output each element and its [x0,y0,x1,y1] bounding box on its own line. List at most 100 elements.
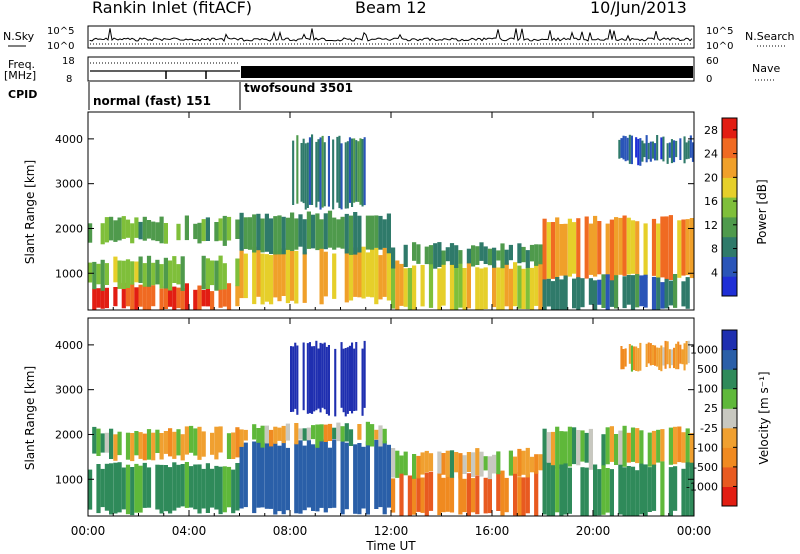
colorbar-swatch [722,427,737,448]
power-cell [323,142,326,207]
velocity-cell [315,340,318,411]
power-cell [609,280,614,307]
power-cell [281,248,286,296]
velocity-cell [428,471,434,511]
velocity-cell [201,431,206,457]
power-cell [260,218,265,253]
power-cell [193,223,198,240]
velocity-cell [500,470,505,516]
freq-unit: [MHz] [4,69,36,82]
power-cell [483,267,488,309]
power-cell [403,268,408,307]
power-cell [357,215,362,253]
power-cell [338,135,341,209]
velocity-cell [386,444,391,508]
power-cell [660,216,665,278]
power-cell [264,254,269,302]
power-cell [332,139,335,210]
power-cell [492,247,497,268]
velocity-cell [96,428,101,456]
velocity-cell [231,469,236,514]
power-cell [395,260,400,310]
velocity-cell [344,442,349,510]
velocity-cell [668,427,673,465]
velocity-cell [563,463,568,515]
power-cell [471,245,476,267]
velocity-cell [437,473,442,516]
power-cell [113,220,118,242]
power-cell [176,287,181,309]
power-cell [353,247,358,297]
velocity-cell [660,429,665,462]
power-cell [555,277,560,310]
power-cell [319,247,324,305]
power-cell [264,213,269,252]
velocity-cell [311,444,316,511]
velocity-cell [374,439,379,509]
power-cell [529,244,535,262]
power-cell [172,286,177,310]
velocity-cell [683,343,686,371]
colorbar-tick-label: 1000 [690,344,718,357]
power-cell [355,140,358,202]
power-cell [504,262,509,307]
power-cell [580,278,585,308]
velocity-cell [382,428,387,444]
velocity-cell [155,429,160,453]
velocity-cell [601,434,606,467]
power-cell [273,251,278,298]
velocity-cell [226,433,232,459]
velocity-cell [327,345,330,416]
velocity-cell [513,472,518,516]
power-cell [475,267,480,310]
velocity-cell [302,445,307,511]
power-cell [163,257,168,289]
power-cell [346,141,349,209]
velocity-cell [521,477,526,516]
velocity-cell [685,462,690,516]
power-cell [256,213,261,251]
velocity-cell [353,348,356,411]
velocity-cell [88,469,93,510]
power-cell [370,215,375,250]
velocity-cell [235,427,240,458]
velocity-cell [214,465,219,510]
power-cell [605,223,610,278]
velocity-cell [395,450,400,478]
colorbar-tick-label: -1000 [686,480,718,493]
velocity-cell [462,478,467,513]
colorbar-swatch [722,236,737,257]
beam-label: Beam 12 [355,0,427,17]
power-cell [618,217,623,275]
velocity-cell [454,452,459,473]
cpid-panel: CPID normal (fast) 151 twofsound 3501 [8,81,353,110]
velocity-cell [567,467,572,514]
velocity-cell [673,426,678,465]
power-cell [563,275,568,310]
power-cell [517,243,522,264]
power-cell [428,263,434,308]
velocity-cell [235,463,240,511]
velocity-cell [311,425,316,440]
power-cell [304,143,307,210]
velocity-cell [306,439,311,508]
velocity-cell [517,477,522,516]
power-cell [201,255,206,290]
power-cell [559,279,564,310]
power-cell [113,287,118,307]
velocity-cell [424,450,429,473]
power-cell [673,274,678,308]
power-cell [180,288,185,310]
velocity-cell [525,447,530,478]
power-cell [609,219,614,283]
freq-tick-high: 18 [62,56,75,67]
velocity-ylabel: Slant Range [km] [23,366,37,470]
velocity-cell [647,432,652,467]
velocity-cell [264,425,269,444]
power-cell [176,223,181,241]
power-cell [679,138,682,160]
velocity-cell [654,345,657,366]
power-cell [391,247,396,269]
power-cell [588,223,593,275]
power-cell [643,274,648,308]
